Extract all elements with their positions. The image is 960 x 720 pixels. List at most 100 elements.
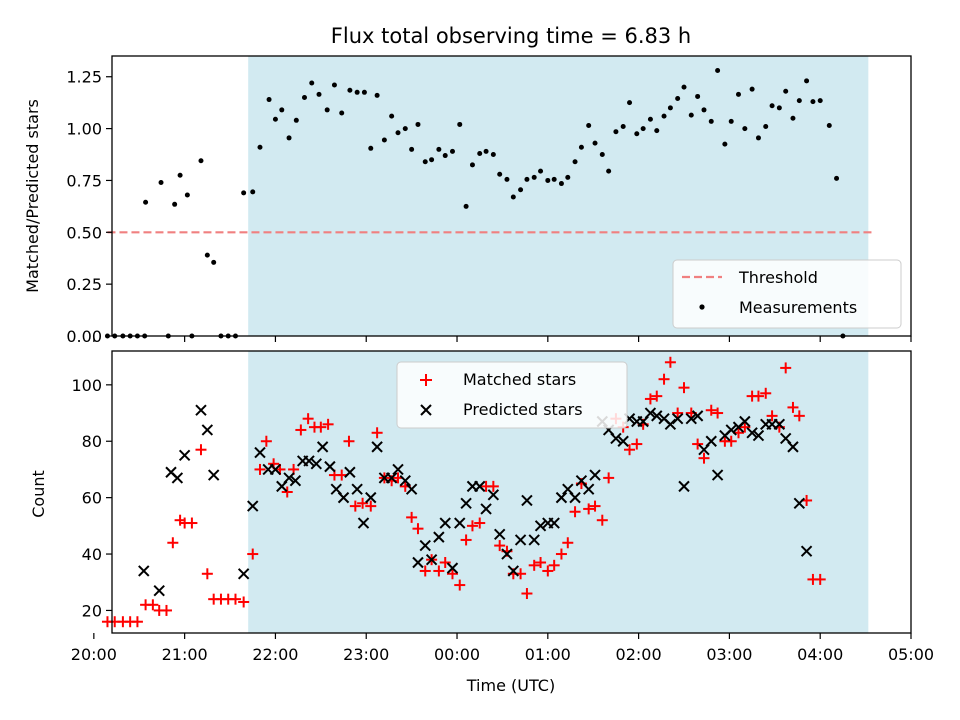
predicted-star-point xyxy=(528,534,540,546)
x-stroke-b xyxy=(487,489,500,501)
x-stroke-b xyxy=(548,517,560,529)
measurement-point xyxy=(572,159,578,165)
x-stroke-b xyxy=(691,410,704,422)
x-stroke-b xyxy=(303,455,315,467)
matched-star-point xyxy=(315,421,327,433)
measurement-point xyxy=(810,99,816,105)
x-stroke-b xyxy=(351,483,363,495)
predicted-star-point xyxy=(153,584,165,597)
predicted-star-point xyxy=(711,469,724,481)
predicted-star-point xyxy=(201,424,214,436)
x-stroke-b xyxy=(480,503,492,515)
measurement-point xyxy=(172,201,178,207)
matched-star-point xyxy=(247,548,259,560)
predicted-star-point xyxy=(412,556,424,569)
matched-star-point xyxy=(760,387,772,399)
predicted-star-point xyxy=(685,412,697,425)
matched-star-point xyxy=(624,444,636,456)
x-stroke-b xyxy=(528,534,540,546)
measurement-point xyxy=(755,135,761,141)
predicted-star-point xyxy=(787,441,799,453)
predicted-star-point xyxy=(617,435,629,447)
x-tick-label: 21:00 xyxy=(162,645,208,664)
measurement-point xyxy=(409,146,415,152)
matched-star-point xyxy=(535,557,547,568)
measurement-point xyxy=(749,86,755,92)
measurement-point xyxy=(661,113,667,119)
bottom-y-axis-label: Count xyxy=(29,470,48,518)
measurement-point xyxy=(429,157,435,163)
predicted-star-point xyxy=(487,489,500,501)
measurement-point xyxy=(477,150,483,156)
matched-star-point xyxy=(365,500,377,512)
measurement-point xyxy=(368,145,374,151)
x-stroke-b xyxy=(779,432,792,445)
x-stroke-b xyxy=(446,562,459,574)
x-tick-label: 04:00 xyxy=(797,645,843,664)
x-stroke-b xyxy=(337,491,350,504)
measurement-point xyxy=(627,100,633,106)
measurement-point xyxy=(647,116,653,122)
bottom-plot-frame xyxy=(111,350,912,634)
measurement-point xyxy=(708,118,714,124)
matched-star-point xyxy=(466,520,478,532)
top-y-ticks: 0.00 0.25 0.50 0.75 1.00 1.25 xyxy=(66,68,112,346)
predicted-star-point xyxy=(392,463,404,476)
x-stroke-b xyxy=(752,429,765,442)
y-tick-label: 20 xyxy=(82,601,102,620)
x-tick-label: 05:00 xyxy=(888,645,934,664)
matched-star-point xyxy=(238,596,250,608)
matched-star-point xyxy=(692,438,704,450)
bottom-legend: Matched stars Predicted stars xyxy=(396,361,628,429)
measurement-point xyxy=(286,135,292,141)
matched-star-point xyxy=(460,534,472,546)
y-tick-label: 60 xyxy=(82,489,102,508)
matched-star-point xyxy=(644,393,656,405)
measurement-point xyxy=(241,190,247,196)
measurement-point xyxy=(257,144,263,150)
measurement-point xyxy=(538,168,544,174)
matched-star-point xyxy=(569,506,581,518)
measurement-point xyxy=(790,115,796,121)
top-y-axis-label: Matched/Predicted stars xyxy=(23,99,42,293)
predicted-star-point xyxy=(589,469,601,481)
y-tick-label: 1.00 xyxy=(66,120,102,139)
predicted-star-point xyxy=(269,463,282,476)
measurement-point xyxy=(347,87,353,93)
x-stroke-b xyxy=(385,472,398,484)
x-stroke-b xyxy=(514,534,527,546)
measurement-point xyxy=(834,175,840,181)
matched-star-point xyxy=(322,418,334,430)
measurement-point xyxy=(524,176,530,182)
predicted-star-point xyxy=(337,491,350,504)
measurement-point xyxy=(204,252,210,258)
measurement-point xyxy=(763,124,769,130)
matched-star-point xyxy=(474,517,486,529)
matched-star-point xyxy=(295,424,307,436)
x-stroke-b xyxy=(678,480,690,493)
measurement-point xyxy=(331,82,337,88)
x-stroke-b xyxy=(419,539,431,552)
matched-star-point xyxy=(651,390,663,402)
x-stroke-b xyxy=(589,469,601,481)
x-tick-label: 03:00 xyxy=(706,645,752,664)
measurement-point xyxy=(654,128,660,134)
top-legend: Threshold Measurements xyxy=(672,259,902,329)
x-stroke-b xyxy=(493,528,506,541)
y-tick-label: 0.00 xyxy=(66,327,102,346)
measurement-point xyxy=(715,68,721,74)
matched-star-point xyxy=(725,435,737,447)
matched-star-point xyxy=(542,565,554,577)
predicted-star-point xyxy=(454,517,466,529)
predicted-star-point xyxy=(507,565,520,577)
measurement-point xyxy=(796,98,802,104)
measurement-point xyxy=(497,171,503,177)
predicted-star-point xyxy=(752,429,765,442)
x-stroke-b xyxy=(725,424,737,436)
legend-predicted-swatch xyxy=(420,404,432,416)
x-tick-label: 23:00 xyxy=(343,645,389,664)
x-stroke-b xyxy=(344,466,356,478)
x-stroke-b xyxy=(787,441,799,453)
measurement-point xyxy=(675,96,681,102)
top-x-ticks xyxy=(93,336,912,342)
